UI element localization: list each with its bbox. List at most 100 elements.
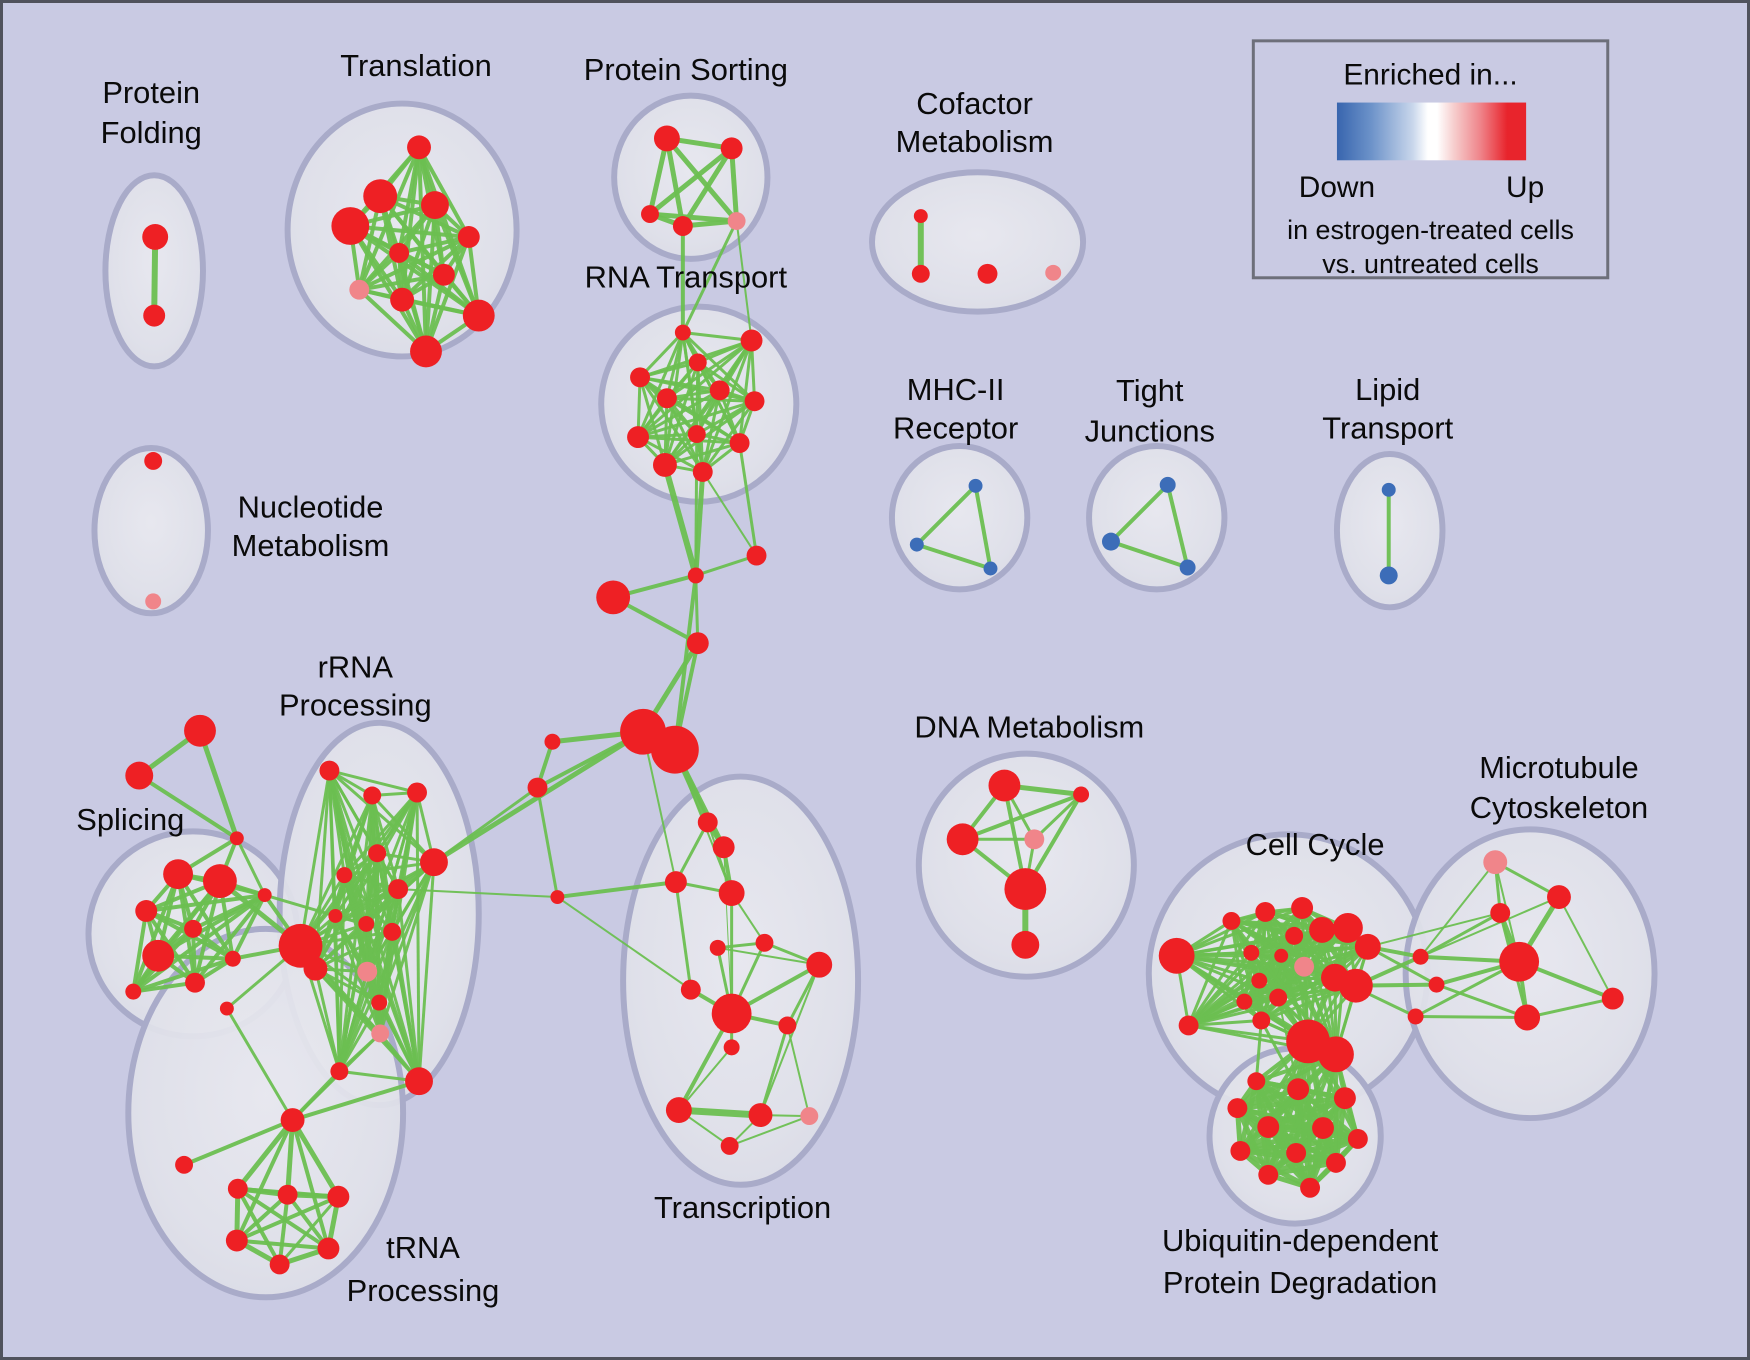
edge-rrna-processing <box>377 931 394 1003</box>
gene-set-node-red <box>363 179 398 214</box>
gene-set-node-red <box>420 848 448 877</box>
edge-translation <box>417 146 471 238</box>
gene-set-node-red <box>432 263 455 286</box>
connector-node-red <box>686 632 709 655</box>
gene-set-node-red <box>405 1067 433 1096</box>
gene-set-node-red <box>388 879 409 900</box>
gene-set-node-red <box>687 425 706 444</box>
edge-protein-sorting <box>665 136 739 223</box>
cluster-ellipse-nucleotide-metabolism <box>91 445 211 617</box>
edge-trna-processing <box>236 1187 282 1266</box>
edge-rrna-processing <box>299 794 374 947</box>
inter-cluster-edge <box>264 893 336 918</box>
connector-node-red <box>184 714 216 747</box>
gene-set-node-red <box>911 264 930 283</box>
inter-cluster-edge <box>735 220 753 341</box>
edge-rna-transport <box>664 400 756 467</box>
edge-protein-sorting <box>648 146 734 217</box>
cluster-label-cofactor-metabolism: Metabolism <box>896 124 1054 159</box>
edge-rna-transport <box>636 331 685 438</box>
gene-set-node-red <box>1274 948 1289 963</box>
cluster-ellipse-transcription <box>620 773 862 1188</box>
cluster-label-splicing: Splicing <box>76 802 184 837</box>
edge-rrna-processing <box>337 923 368 1072</box>
gene-set-node-red <box>688 353 707 372</box>
edge-ubiquitin-degradation <box>1267 1160 1337 1178</box>
gene-set-node-pink <box>1045 264 1062 281</box>
cluster-label-trna-processing: tRNA <box>386 1230 460 1265</box>
gene-set-node-red <box>1158 937 1195 974</box>
gene-set-node-red <box>135 900 158 922</box>
edge-trna-processing <box>290 1118 341 1198</box>
cluster-label-mhc-ii-receptor: Receptor <box>893 411 1018 446</box>
gene-set-node-blue <box>1101 532 1120 551</box>
inter-cluster-edge <box>1419 861 1497 958</box>
gene-set-node-red <box>1004 868 1047 910</box>
cluster-label-rna-transport: RNA Transport <box>585 259 788 294</box>
cluster-ellipse-protein-sorting <box>611 92 771 262</box>
connector-node-red <box>746 545 767 566</box>
cluster-label-microtubule-cytoskeleton: Cytoskeleton <box>1470 790 1648 825</box>
gene-set-node-red <box>1285 926 1304 945</box>
edge-cell-cycle <box>1187 951 1253 1027</box>
inter-cluster-edge <box>1419 911 1501 959</box>
edge-cell-cycle <box>1188 1019 1262 1027</box>
gene-set-node-red <box>1011 930 1040 959</box>
connector-node-red <box>1412 948 1429 965</box>
connector-node-red <box>125 761 154 790</box>
inter-cluster-edge <box>291 1079 420 1122</box>
gene-set-node-red <box>407 135 431 160</box>
cluster-label-nucleotide-metabolism: Metabolism <box>232 528 390 563</box>
cluster-label-tight-junctions: Tight <box>1116 373 1184 408</box>
inter-cluster-edge <box>738 442 759 556</box>
gene-set-node-red <box>652 453 677 477</box>
gene-set-node-red <box>1326 1152 1346 1173</box>
gene-set-node-pink <box>1024 829 1045 850</box>
gene-set-node-red <box>368 844 387 863</box>
gene-set-node-red <box>977 263 998 284</box>
gene-set-node-red <box>202 864 237 899</box>
connector-node-red <box>544 733 561 750</box>
edge-rrna-processing <box>329 769 418 794</box>
edge-rrna-processing <box>338 1001 381 1073</box>
gene-set-node-red <box>1309 916 1335 943</box>
gene-set-node-red <box>358 915 375 932</box>
cluster-label-cell-cycle: Cell Cycle <box>1246 827 1385 862</box>
edge-rrna-processing <box>333 915 341 1072</box>
gene-set-node-red <box>1338 968 1373 1003</box>
gene-set-node-red <box>407 782 427 803</box>
gene-set-node-red <box>806 951 833 978</box>
edge-mhc-ii-receptor <box>915 484 977 547</box>
gene-set-node-red <box>1354 933 1381 960</box>
gene-set-node-red <box>184 919 202 938</box>
gene-set-node-red <box>175 1155 194 1174</box>
cluster-label-lipid-transport: Lipid <box>1355 372 1420 407</box>
edge-cell-cycle <box>1292 935 1338 1055</box>
gene-set-node-blue <box>983 561 998 576</box>
gene-set-node-pink <box>145 593 162 610</box>
cluster-label-ubiquitin-degradation: Protein Degradation <box>1163 1265 1437 1300</box>
inter-cluster-edge <box>681 220 738 334</box>
connector-node-red <box>527 777 548 798</box>
cluster-label-trna-processing: Processing <box>347 1273 500 1308</box>
edge-microtubule-cytoskeleton <box>1558 896 1614 1000</box>
edge-transcription <box>674 821 710 883</box>
connector-node-red <box>1407 1008 1424 1025</box>
gene-set-node-red <box>665 1097 692 1124</box>
legend-caption-line2: vs. untreated cells <box>1322 249 1539 279</box>
inter-cluster-edge <box>235 837 267 896</box>
gene-set-node-red <box>1333 1087 1356 1110</box>
gene-set-node-red <box>1247 1072 1266 1091</box>
edge-splicing <box>145 893 265 913</box>
connector-node-red <box>219 1001 234 1016</box>
gene-set-node-red <box>1178 1015 1199 1036</box>
gene-set-node-red <box>390 287 415 312</box>
cluster-label-rrna-processing: rRNA <box>318 650 394 685</box>
edge-tight-junctions <box>1165 484 1190 568</box>
gene-set-node-red <box>163 859 194 890</box>
edge-rrna-processing <box>344 860 435 877</box>
edge-rrna-processing <box>337 931 394 1072</box>
inter-cluster-edge <box>557 880 677 900</box>
gene-set-node-red <box>280 1108 305 1132</box>
